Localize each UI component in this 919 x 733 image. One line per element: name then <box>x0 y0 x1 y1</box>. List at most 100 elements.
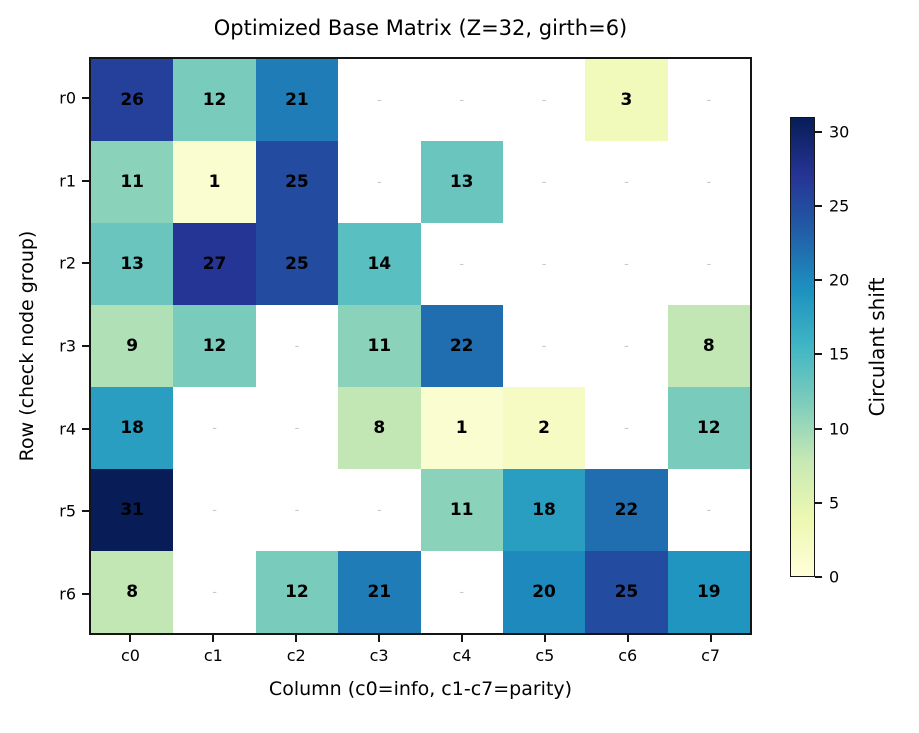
tick-mark <box>815 427 822 430</box>
cell-value: 22 <box>614 500 639 520</box>
heatmap-cell-r4-c0: 18 <box>91 387 174 469</box>
empty-cell-marker: - <box>624 338 629 354</box>
chart-title: Optimized Base Matrix (Z=32, girth=6) <box>213 16 628 40</box>
heatmap-cell-r6-c0: 8 <box>91 551 174 633</box>
heatmap-cell-r4-c2: - <box>255 387 339 469</box>
tick-mark <box>815 353 822 356</box>
tick-mark <box>378 635 381 642</box>
heatmap-cell-r6-c1: - <box>173 551 256 633</box>
heatmap-cell-r1-c2: 25 <box>255 141 339 223</box>
heatmap-cell-r5-c0: 31 <box>91 469 174 551</box>
tick-mark <box>815 205 822 208</box>
x-tick-c6: c6 <box>586 635 669 669</box>
heatmap-cell-r5-c7: - <box>667 469 750 551</box>
heatmap-cell-r3-c3: 11 <box>338 305 421 387</box>
empty-cell-marker: - <box>212 502 217 518</box>
colorbar-tick-label: 10 <box>829 419 850 439</box>
heatmap-cell-r4-c7: 12 <box>667 387 750 469</box>
cell-value: 25 <box>285 172 309 192</box>
heatmap-cell-r0-c2: 21 <box>255 59 339 141</box>
cell-value: 2 <box>538 418 550 438</box>
colorbar-gradient <box>790 117 815 577</box>
heatmap-cell-r0-c3: - <box>338 59 421 141</box>
empty-cell-marker: - <box>624 256 629 272</box>
empty-cell-marker: - <box>541 92 547 108</box>
heatmap-cell-r3-c6: - <box>585 305 668 387</box>
colorbar-tick-label: 30 <box>829 122 850 142</box>
heatmap-cell-r1-c6: - <box>585 141 668 223</box>
empty-cell-marker: - <box>624 420 629 436</box>
heatmap-cell-r6-c3: 21 <box>338 551 421 633</box>
heatmap-cell-r5-c5: 18 <box>502 469 586 551</box>
heatmap-cell-r3-c7: 8 <box>667 305 750 387</box>
heatmap-cell-r0-c7: - <box>667 59 750 141</box>
heatmap-cell-r2-c4: - <box>420 223 503 305</box>
empty-cell-marker: - <box>212 584 217 600</box>
cell-value: 12 <box>696 418 721 438</box>
heatmap-cell-r1-c7: - <box>667 141 750 223</box>
heatmap-cell-r3-c4: 22 <box>420 305 503 387</box>
heatmap-cell-r5-c2: - <box>255 469 339 551</box>
tick-mark <box>709 635 712 642</box>
cell-value: 12 <box>202 336 227 356</box>
y-tick-label: r0 <box>59 88 76 108</box>
heatmap-cell-r2-c6: - <box>585 223 668 305</box>
colorbar-tick-label: 25 <box>829 196 850 216</box>
colorbar-label: Circulant shift <box>865 277 889 417</box>
x-tick-c2: c2 <box>255 635 338 669</box>
heatmap-cell-r3-c1: 12 <box>173 305 256 387</box>
tick-mark <box>815 279 822 282</box>
cell-value: 11 <box>449 500 474 520</box>
tick-mark <box>82 510 89 513</box>
cell-value: 22 <box>449 336 474 356</box>
y-axis-ticks: r0 r1 r2 r3 r4 r5 r6 <box>0 57 89 635</box>
cell-value: 31 <box>120 500 145 520</box>
tick-mark <box>815 501 822 504</box>
heatmap-cell-r2-c1: 27 <box>173 223 256 305</box>
heatmap-cell-r3-c5: - <box>502 305 586 387</box>
y-tick-r2: r2 <box>0 222 89 305</box>
heatmap-cell-r6-c4: - <box>420 551 503 633</box>
empty-cell-marker: - <box>541 338 547 354</box>
empty-cell-marker: - <box>459 584 465 600</box>
tick-mark <box>82 97 89 100</box>
heatmap-cell-r2-c2: 25 <box>255 223 339 305</box>
y-tick-label: r6 <box>59 584 76 604</box>
heatmap-cell-r4-c5: 2 <box>502 387 586 469</box>
empty-cell-marker: - <box>376 502 382 518</box>
heatmap-cell-r1-c5: - <box>502 141 586 223</box>
heatmap-cell-r2-c0: 13 <box>91 223 174 305</box>
cell-value: 8 <box>373 418 386 438</box>
colorbar-tick-label: 0 <box>829 567 840 587</box>
heatmap-cell-r6-c6: 25 <box>585 551 668 633</box>
y-tick-label: r5 <box>59 501 76 521</box>
heatmap-cell-r2-c7: - <box>667 223 750 305</box>
empty-cell-marker: - <box>624 174 629 190</box>
x-tick-label: c0 <box>120 646 140 665</box>
empty-cell-marker: - <box>706 502 712 518</box>
heatmap-cell-r3-c2: - <box>255 305 339 387</box>
cell-value: 11 <box>367 336 392 356</box>
x-tick-c0: c0 <box>89 635 172 669</box>
heatmap-cell-r4-c3: 8 <box>338 387 421 469</box>
heatmap-cell-r0-c6: 3 <box>585 59 668 141</box>
y-tick-label: r2 <box>59 253 76 273</box>
y-axis-label: Row (check node group) <box>16 230 38 462</box>
y-tick-label: r3 <box>59 336 76 356</box>
heatmap-cell-r1-c1: 1 <box>173 141 256 223</box>
heatmap-cell-r4-c1: - <box>173 387 256 469</box>
cell-value: 13 <box>120 254 145 274</box>
y-tick-r6: r6 <box>0 552 89 635</box>
y-tick-r0: r0 <box>0 57 89 140</box>
colorbar-tick-label: 20 <box>829 270 850 290</box>
x-tick-label: c4 <box>452 646 472 665</box>
cell-value: 14 <box>367 254 392 274</box>
cell-value: 11 <box>120 172 145 192</box>
empty-cell-marker: - <box>541 174 547 190</box>
heatmap-cell-r2-c3: 14 <box>338 223 421 305</box>
empty-cell-marker: - <box>294 338 300 354</box>
y-tick-r1: r1 <box>0 140 89 223</box>
cell-value: 1 <box>208 172 221 192</box>
tick-mark <box>82 427 89 430</box>
